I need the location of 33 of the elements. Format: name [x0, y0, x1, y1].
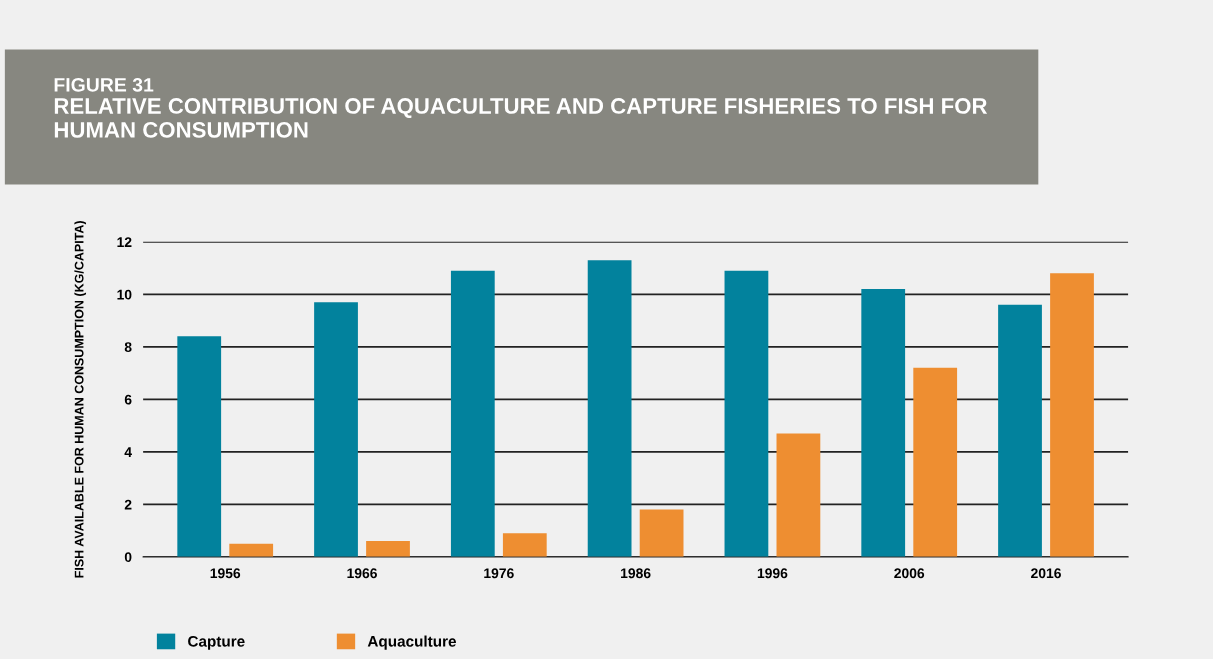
bar: [177, 336, 222, 557]
bar: [450, 270, 495, 557]
x-tick-label: 2006: [894, 568, 925, 579]
bar: [366, 541, 410, 557]
y-tick-label: 2: [124, 499, 132, 510]
y-tick-label: 10: [117, 289, 132, 300]
legend-label: Aquaculture: [367, 635, 456, 650]
bar: [502, 533, 547, 557]
legend-label: Capture: [188, 635, 245, 650]
y-tick-label: 12: [117, 237, 132, 247]
bar: [639, 509, 684, 557]
y-tick-label: 4: [124, 447, 132, 457]
x-tick-label: 1986: [621, 568, 651, 579]
y-axis-title: FISH AVAILABLE FOR HUMAN CONSUMPTION (KG/CAPITA): [74, 221, 87, 578]
chart-subtitle: RELATIVE CONTRIBUTION OF AQUACULTURE AND CAPTURE FISHERIES TO FISH FOR HUMAN CONSUMPTION: [54, 98, 988, 138]
bar: [314, 302, 358, 557]
bar: [1050, 273, 1094, 557]
y-tick-label: 6: [124, 394, 132, 405]
bar: [724, 270, 769, 557]
x-tick-label: 1956: [210, 568, 241, 579]
bar: [776, 433, 821, 557]
bar: [229, 543, 274, 557]
x-tick-label: 1966: [347, 568, 377, 579]
chart-title: FIGURE 31: [54, 77, 154, 92]
bar: [998, 304, 1042, 557]
y-tick-label: 8: [124, 342, 132, 353]
x-tick-label: 1976: [484, 568, 514, 579]
bar: [913, 367, 958, 557]
x-tick-label: 1996: [757, 568, 788, 579]
bar: [861, 289, 906, 557]
x-tick-label: 2016: [1031, 568, 1061, 579]
bar: [587, 260, 632, 557]
y-tick-label: 0: [124, 552, 132, 563]
